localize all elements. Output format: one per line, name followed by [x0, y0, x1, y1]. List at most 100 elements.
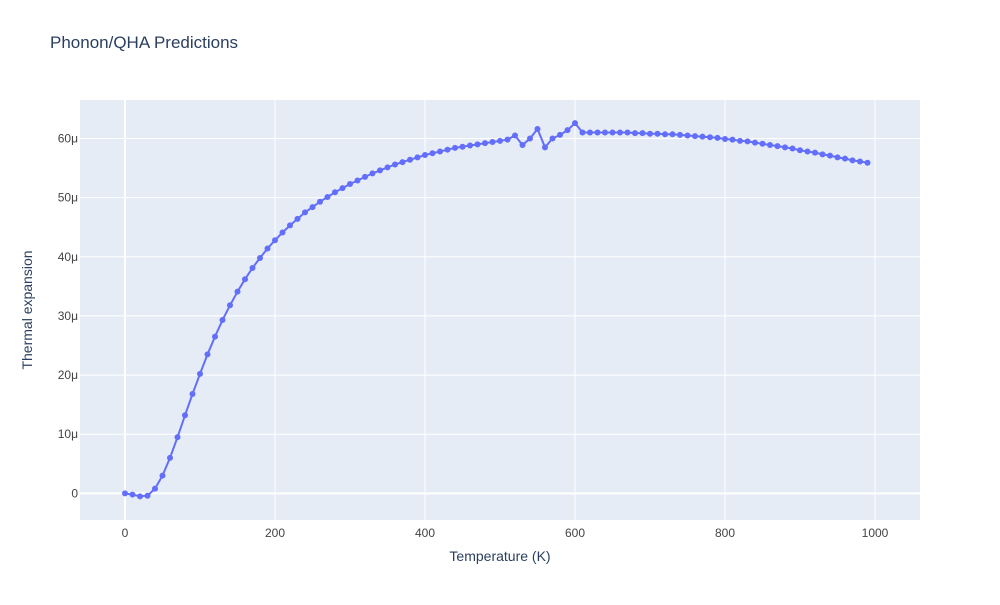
data-point: [572, 120, 578, 127]
data-point: [129, 491, 136, 498]
data-point: [564, 127, 571, 134]
data-point: [579, 129, 586, 136]
data-point: [842, 155, 848, 162]
data-point: [377, 167, 383, 174]
series-layer: [122, 120, 871, 500]
data-point: [767, 141, 773, 148]
data-point: [722, 136, 728, 143]
data-point: [624, 129, 631, 136]
data-point: [654, 130, 661, 137]
data-point: [474, 141, 481, 148]
data-point: [212, 333, 218, 340]
data-point: [827, 152, 833, 159]
data-point: [407, 156, 413, 163]
data-point: [699, 133, 706, 140]
x-tick-label: 1000: [862, 526, 889, 540]
data-point: [707, 134, 713, 141]
data-point: [422, 152, 428, 159]
data-point: [234, 288, 241, 295]
data-point: [519, 141, 526, 148]
data-point: [287, 222, 293, 229]
data-point: [497, 137, 503, 144]
data-point: [632, 130, 638, 137]
data-point: [782, 144, 788, 151]
data-point: [737, 137, 743, 144]
data-point: [332, 189, 338, 196]
y-tick-label: 40μ: [58, 250, 78, 264]
data-point: [729, 136, 736, 143]
data-point: [857, 158, 863, 165]
x-tick-label: 600: [565, 526, 585, 540]
data-point: [774, 143, 781, 150]
data-point: [159, 472, 166, 479]
data-point: [264, 245, 271, 252]
y-tick-label: 50μ: [58, 191, 78, 205]
tick-labels: 0 200 400 600 800 1000 0 10μ 20μ 30μ 40μ 50μ 60μ: [58, 131, 889, 540]
data-point: [414, 154, 421, 161]
data-point: [219, 317, 226, 324]
data-point: [482, 140, 488, 147]
data-point: [197, 370, 203, 377]
data-point: [302, 209, 308, 216]
data-point: [692, 133, 698, 140]
data-point: [452, 144, 458, 151]
x-tick-label: 0: [122, 526, 129, 540]
series-line: [124, 121, 868, 498]
data-point: [257, 254, 263, 261]
data-point: [144, 492, 151, 499]
data-point: [384, 164, 391, 171]
data-point: [759, 140, 766, 147]
x-tick-label: 400: [415, 526, 435, 540]
data-point: [714, 134, 721, 141]
data-point: [369, 170, 376, 177]
data-point: [797, 147, 803, 154]
x-tick-label: 200: [265, 526, 285, 540]
data-point: [294, 215, 301, 222]
data-point: [864, 159, 871, 166]
data-point: [354, 177, 361, 184]
data-point: [527, 135, 533, 142]
data-point: [459, 143, 466, 150]
data-point: [834, 154, 841, 161]
data-point: [279, 229, 286, 236]
data-point: [812, 149, 818, 156]
data-point: [317, 198, 323, 205]
y-tick-label: 0: [71, 486, 78, 500]
data-point: [152, 485, 158, 492]
y-axis-label: Thermal expansion: [19, 250, 35, 369]
data-point: [639, 130, 646, 137]
x-tick-label: 800: [715, 526, 735, 540]
data-point: [647, 130, 653, 137]
data-point: [444, 146, 451, 153]
data-point: [189, 391, 196, 397]
data-point: [167, 454, 173, 461]
data-point: [819, 151, 826, 158]
y-tick-label: 30μ: [58, 309, 78, 323]
data-point: [684, 132, 691, 139]
data-point: [467, 142, 473, 149]
data-point: [587, 129, 593, 136]
data-point: [534, 125, 541, 132]
x-axis-label: Temperature (K): [449, 548, 550, 564]
data-point: [182, 412, 188, 419]
data-point: [137, 493, 143, 500]
data-point: [804, 148, 811, 155]
data-point: [309, 204, 316, 211]
data-point: [602, 129, 608, 136]
plot-area: [80, 100, 920, 520]
data-point: [504, 136, 511, 143]
data-point: [662, 131, 668, 138]
data-point: [557, 131, 563, 138]
data-point: [677, 131, 683, 138]
data-point: [437, 148, 443, 155]
data-point: [242, 276, 248, 283]
data-point: [512, 132, 518, 139]
data-point: [744, 138, 751, 145]
data-point: [204, 351, 211, 358]
y-tick-label: 20μ: [58, 368, 78, 382]
data-point: [542, 144, 548, 151]
data-point: [227, 302, 233, 309]
y-tick-label: 60μ: [58, 131, 78, 145]
